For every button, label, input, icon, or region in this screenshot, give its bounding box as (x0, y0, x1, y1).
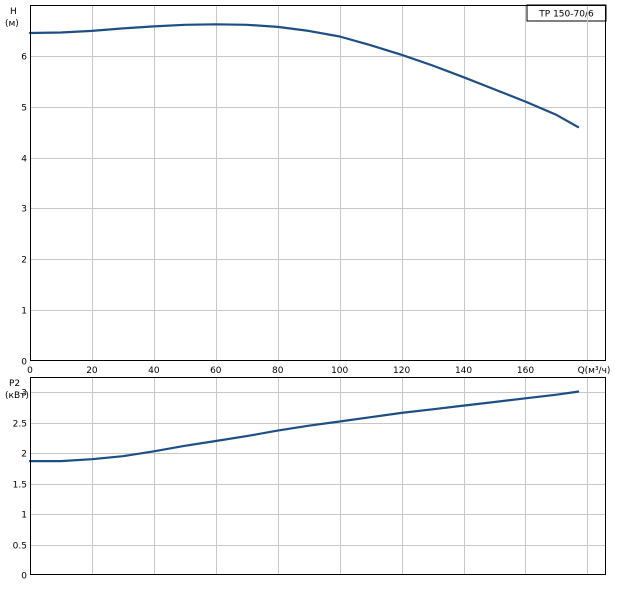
power-ytick-label: 1.5 (13, 481, 27, 491)
power-plot-frame (30, 377, 606, 575)
head-ytick-label: 1 (21, 307, 27, 317)
power-ytick-label: 0.5 (13, 542, 27, 552)
power-ytick-label: 0 (21, 572, 27, 582)
head-xtick-label: 80 (272, 366, 284, 376)
model-label: TP 150-70/6 (538, 10, 594, 20)
head-plot-frame (30, 5, 606, 361)
head-xtick-label: 60 (210, 366, 222, 376)
head-curve (28, 23, 580, 129)
head-ytick-label: 0 (21, 358, 27, 368)
head-xtick-label: 0 (27, 366, 33, 376)
power-ytick-label: 2 (21, 450, 27, 460)
head-xtick-label: 160 (517, 366, 534, 376)
bottom-yunit: (кВт) (5, 391, 29, 401)
top-ylabel: H (10, 7, 17, 17)
top-yunit: (м) (5, 19, 19, 29)
head-xtick-label: 120 (393, 366, 410, 376)
head-xtick-label: 40 (148, 366, 160, 376)
head-ytick-label: 2 (21, 256, 27, 266)
power-ytick-label: 2.5 (13, 420, 27, 430)
head-xtick-label: 20 (86, 366, 98, 376)
power-curve (28, 390, 580, 463)
bottom-ylabel: P2 (9, 379, 20, 389)
power-ytick-label: 3 (21, 389, 27, 399)
top-xlabel: Q(м³/ч) (578, 366, 611, 376)
head-xtick-label: 140 (455, 366, 472, 376)
head-ytick-label: 3 (21, 205, 27, 215)
head-ytick-label: 6 (21, 53, 27, 63)
power-ytick-label: 1 (21, 511, 27, 521)
head-xtick-label: 100 (331, 366, 348, 376)
head-ytick-label: 4 (21, 155, 27, 165)
head-ytick-label: 5 (21, 104, 27, 114)
